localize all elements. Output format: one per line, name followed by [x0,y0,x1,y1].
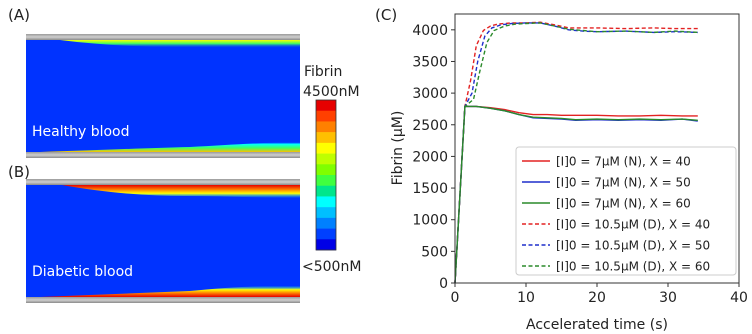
colorbar-swatch [316,132,336,144]
caption-healthy: Healthy blood [32,124,130,140]
x-tick-label: 20 [588,290,606,306]
y-tick-label: 1500 [412,181,448,197]
panel-c: (C) 0 10 20 30 40 0 500 1000 1500 2000 2500 3000 35… [375,6,748,333]
colorbar-swatch [316,175,336,187]
series-lines [454,21,698,284]
clot-top-b [62,185,300,198]
colorbar-swatches [316,100,336,251]
y-axis-ticks: 0 500 1000 1500 2000 2500 3000 3500 4000 [412,23,455,292]
flow-field-b [26,185,300,297]
y-tick-label: 2500 [412,118,448,134]
colorbar-swatch [316,142,336,154]
legend-entry: [I]0 = 10.5μM (D), X = 50 [556,239,710,253]
x-axis-label: Accelerated time (s) [526,317,668,333]
legend-entry: [I]0 = 7μM (N), X = 60 [556,197,691,211]
vessel-wall-bottom-a [26,152,300,158]
colorbar-swatch [316,121,336,133]
legend-box [515,146,737,276]
colorbar-frame [315,99,337,251]
y-tick-label: 3500 [412,54,448,70]
clot-bottom-b [40,285,300,297]
vessel-wall-top-b [26,179,300,185]
y-tick-label: 4000 [412,23,448,39]
y-tick-label: 1000 [412,213,448,229]
colorbar: Fibrin 4500nM <500nM [302,64,361,275]
clot-bottom-a [40,142,300,152]
colorbar-swatch [316,239,336,251]
vessel-wall-bottom-b [26,297,300,303]
panel-c-tag: (C) [375,6,397,24]
colorbar-swatch [316,217,336,229]
panel-b-tag: (B) [8,163,30,181]
line-chart: 0 10 20 30 40 0 500 1000 1500 2000 2500 3000 3500 40… [390,13,748,333]
colorbar-swatch [316,153,336,165]
x-tick-label: 10 [517,290,535,306]
y-tick-label: 500 [421,244,448,260]
y-tick-label: 2000 [412,149,448,165]
x-axis-ticks: 0 10 20 30 40 [451,283,748,306]
y-tick-label: 0 [439,276,448,292]
y-tick-label: 3000 [412,86,448,102]
legend-entry: [I]0 = 7μM (N), X = 40 [556,155,691,169]
x-tick-label: 30 [659,290,677,306]
legend-entry: [I]0 = 10.5μM (D), X = 60 [556,260,710,274]
colorbar-swatch [316,164,336,176]
flow-field-a [26,40,300,152]
clot-top-a [60,40,300,48]
x-tick-label: 40 [730,290,748,306]
colorbar-title: Fibrin [304,64,342,80]
panel-a: (A) Healthy blood [8,6,300,158]
legend-entry: [I]0 = 10.5μM (D), X = 40 [556,218,710,232]
colorbar-swatch [316,185,336,197]
panel-b: (B) Diabetic blood [8,163,300,303]
series-line [454,22,698,284]
legend-entry: [I]0 = 7μM (N), X = 50 [556,176,691,190]
caption-diabetic: Diabetic blood [32,264,133,280]
y-axis-label: Fibrin (μM) [390,111,406,186]
x-tick-label: 0 [451,290,460,306]
panel-a-tag: (A) [8,6,30,24]
vessel-wall-top-a [26,34,300,40]
colorbar-min-label: <500nM [302,259,361,275]
legend: [I]0 = 7μM (N), X = 40 [I]0 = 7μM (N), X … [515,146,737,276]
series-line [454,105,698,284]
colorbar-max-label: 4500nM [303,84,360,100]
colorbar-swatch [316,100,336,112]
colorbar-swatch [316,228,336,240]
colorbar-swatch [316,110,336,122]
colorbar-swatch [316,207,336,219]
colorbar-swatch [316,196,336,208]
